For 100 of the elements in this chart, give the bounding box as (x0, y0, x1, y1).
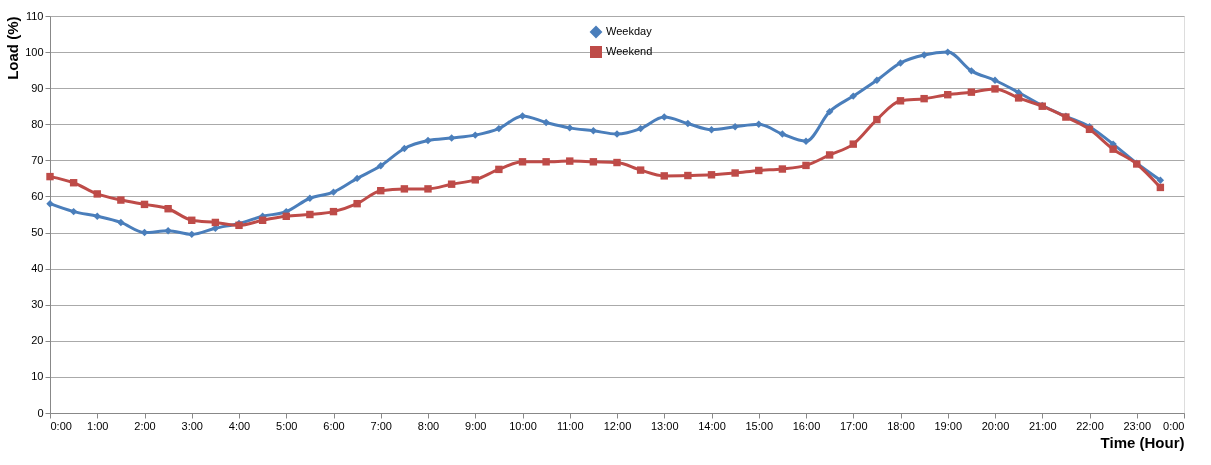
point (731, 169, 739, 177)
point (613, 158, 621, 167)
point (542, 158, 550, 166)
point (944, 48, 952, 56)
y-tick-label: 110 (25, 9, 44, 22)
x-tick-label: 9:00 (465, 419, 487, 432)
x-tick-label: 15:00 (745, 419, 774, 432)
point (589, 158, 598, 166)
point (164, 205, 172, 213)
point (424, 136, 432, 145)
y-tick-label: 90 (31, 81, 44, 94)
x-tick-label: 20:00 (981, 419, 1010, 432)
x-tick-label: 23:00 (1123, 419, 1152, 432)
point (636, 166, 645, 174)
point (731, 123, 739, 131)
y-tick-label: 40 (31, 262, 44, 275)
point (896, 59, 905, 67)
point (353, 174, 361, 183)
point (495, 124, 503, 133)
y-tick-label: 50 (31, 226, 44, 239)
y-axis-title: Load (%) (4, 16, 22, 80)
x-tick-label: 18:00 (887, 419, 915, 432)
x-tick-label: 16:00 (792, 419, 821, 432)
point (424, 185, 432, 193)
point (188, 230, 196, 239)
point (400, 144, 409, 153)
point (93, 212, 101, 221)
y-tick-label: 30 (31, 298, 44, 311)
point (471, 131, 479, 139)
x-tick-label: 12:00 (603, 419, 632, 432)
point (566, 157, 574, 165)
point (566, 124, 574, 132)
point (991, 85, 999, 93)
y-tick-label: 70 (31, 153, 44, 166)
x-tick-label: 0:00 (50, 419, 72, 432)
legend-label: Weekend (606, 45, 653, 57)
x-tick-label: 19:00 (934, 419, 963, 432)
point (849, 140, 857, 148)
x-tick-label: 8:00 (417, 419, 440, 432)
point (778, 165, 787, 173)
x-tick-label: 21:00 (1028, 419, 1057, 432)
point (967, 88, 976, 96)
point (46, 199, 54, 208)
point (755, 120, 763, 128)
point (400, 185, 409, 193)
point (164, 227, 172, 235)
point (684, 119, 692, 128)
y-tick-label: 100 (25, 45, 44, 58)
point (825, 151, 834, 159)
y-tick-label: 80 (31, 117, 44, 130)
x-tick-label: 22:00 (1076, 419, 1104, 432)
x-tick-label: 2:00 (134, 419, 156, 432)
x-tick-label: 5:00 (276, 419, 298, 432)
point (684, 171, 692, 180)
point (518, 158, 527, 166)
point (1014, 94, 1023, 102)
point (825, 107, 834, 116)
point (1109, 145, 1117, 153)
x-tick-label: 17:00 (839, 419, 868, 432)
point (920, 94, 928, 103)
point (707, 171, 716, 179)
x-tick-label: 4:00 (228, 419, 251, 432)
point (660, 172, 668, 180)
x-tick-label: 7:00 (370, 419, 392, 432)
point (873, 76, 881, 84)
x-tick-label: 13:00 (650, 419, 679, 432)
point (1156, 176, 1165, 184)
point (589, 127, 598, 135)
point (967, 67, 976, 75)
point (447, 180, 456, 188)
x-tick-label: 6:00 (323, 419, 345, 432)
x-axis-title: Time (Hour) (1100, 433, 1185, 451)
x-tick-label: 11:00 (556, 419, 584, 432)
point (542, 118, 550, 127)
x-tick-label: 0:00 (1163, 419, 1185, 432)
point (353, 199, 361, 208)
point (873, 115, 881, 124)
point (117, 196, 125, 204)
y-tick-label: 20 (31, 334, 44, 347)
y-tick-label: 10 (31, 370, 44, 383)
x-tick-label: 14:00 (698, 419, 726, 432)
point (802, 161, 810, 170)
point (329, 188, 338, 196)
x-tick-label: 1:00 (87, 419, 109, 432)
point (117, 218, 125, 227)
point (495, 165, 503, 174)
x-tick-label: 10:00 (509, 419, 537, 432)
point (636, 124, 645, 133)
point (69, 207, 78, 216)
legend-label: Weekday (606, 25, 653, 37)
point (471, 176, 479, 184)
point (849, 92, 857, 100)
point (306, 210, 314, 219)
point (660, 113, 668, 121)
point (93, 190, 101, 198)
y-tick-label: 60 (31, 189, 44, 202)
point (46, 172, 54, 181)
point (306, 194, 314, 202)
point (896, 97, 905, 105)
y-tick-label: 0 (37, 406, 44, 419)
